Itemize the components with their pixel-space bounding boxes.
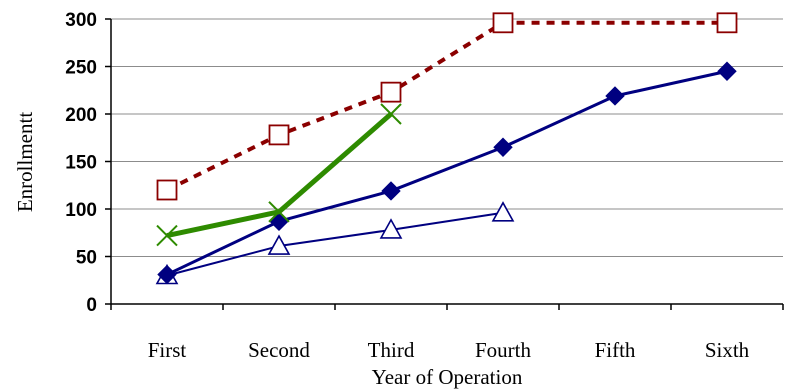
y-axis-title: Enrollmentt — [13, 112, 37, 212]
data-point — [157, 264, 177, 285]
x-tick-label: Fourth — [475, 338, 532, 362]
data-point — [380, 81, 402, 103]
x-tick-label: Second — [248, 338, 310, 362]
x-ticks: First Second Third Fourth Fifth Sixth — [110, 304, 784, 362]
data-point — [492, 12, 514, 34]
data-point — [156, 224, 178, 247]
data-point — [605, 86, 625, 106]
x-tick-label: First — [148, 338, 187, 362]
data-point — [380, 103, 402, 125]
series-line — [166, 211, 504, 277]
data-point — [717, 61, 737, 81]
series-line — [166, 20, 727, 192]
data-point — [268, 124, 290, 146]
y-tick-label: 50 — [76, 248, 97, 269]
x-tick-label: Third — [368, 338, 415, 362]
y-tick-label: 200 — [65, 105, 97, 126]
y-tick-label: 0 — [86, 295, 97, 316]
data-point — [267, 234, 291, 255]
data-point — [493, 137, 513, 157]
data-point — [716, 12, 738, 34]
y-ticks: 0 50 100 150 200 250 300 — [65, 10, 111, 316]
series-4 — [155, 201, 515, 285]
x-tick-label: Fifth — [595, 338, 636, 362]
data-point — [268, 201, 290, 223]
data-point — [379, 218, 403, 239]
x-axis-title: Year of Operation — [372, 365, 523, 389]
y-tick-label: 250 — [65, 58, 97, 79]
series-2 — [156, 103, 402, 247]
x-tick-label: Sixth — [705, 338, 750, 362]
series-3 — [157, 61, 737, 285]
series-layer — [155, 12, 738, 285]
series-1 — [156, 12, 738, 201]
data-point — [156, 179, 178, 201]
y-tick-label: 300 — [65, 10, 97, 31]
data-point — [491, 201, 515, 222]
y-tick-label: 100 — [65, 200, 97, 221]
y-tick-label: 150 — [65, 153, 97, 174]
data-point — [381, 181, 401, 201]
series-line — [166, 69, 728, 276]
